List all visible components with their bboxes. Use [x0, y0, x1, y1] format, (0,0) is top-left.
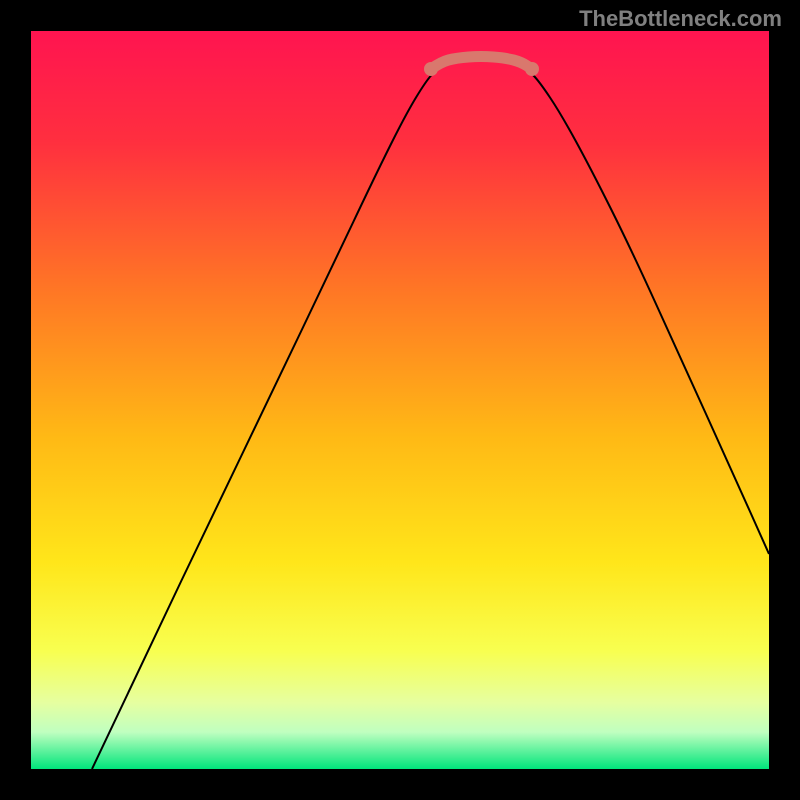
watermark-link[interactable]: TheBottleneck.com — [579, 6, 782, 32]
optimal-range-dot — [525, 62, 539, 76]
bottleneck-curve-plot — [31, 31, 769, 769]
optimal-range-dot — [424, 62, 438, 76]
chart-root: TheBottleneck.com — [0, 0, 800, 800]
plot-background — [31, 31, 769, 769]
